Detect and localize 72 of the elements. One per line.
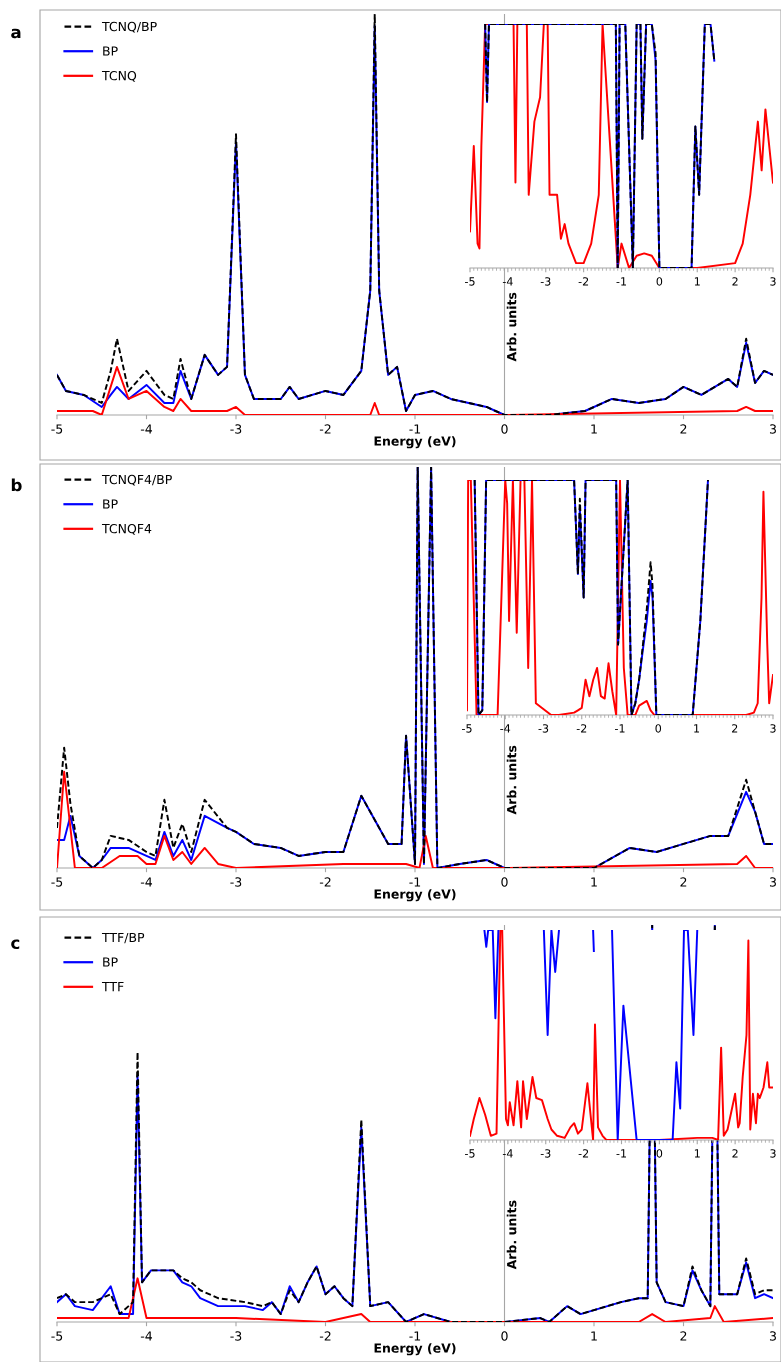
x-tick-label: 2 <box>732 277 738 286</box>
x-tick-label: -3 <box>230 1331 242 1341</box>
x-tick-label: -1 <box>616 277 627 286</box>
x-tick-label: -3 <box>540 277 551 286</box>
x-axis-title: Energy (eV) <box>374 889 456 902</box>
x-tick-label: -1 <box>409 424 421 434</box>
x-tick-label: 1 <box>591 424 597 434</box>
x-tick-label: -1 <box>616 1149 627 1158</box>
x-tick-label: 3 <box>769 1331 776 1341</box>
x-tick-label: 1 <box>694 724 700 733</box>
x-tick-label: 0 <box>655 724 662 733</box>
x-tick-label: -5 <box>51 424 63 434</box>
text: c <box>11 939 20 950</box>
x-tick-label: 0 <box>656 1149 663 1158</box>
x-tick-label: 0 <box>656 277 663 286</box>
x-tick-label: -2 <box>319 1331 331 1341</box>
y-axis-title: Arb. units <box>506 745 517 815</box>
x-tick-label: -5 <box>51 1331 63 1341</box>
x-tick-label: -3 <box>540 1149 551 1158</box>
x-tick-label: 0 <box>501 877 508 887</box>
x-tick-label: 3 <box>770 724 776 733</box>
x-tick-label: -4 <box>502 277 513 286</box>
x-tick-label: 1 <box>591 877 597 887</box>
legend-label: BP <box>103 499 118 509</box>
x-tick-label: -2 <box>319 424 331 434</box>
x-tick-label: -2 <box>578 277 589 286</box>
x-tick-label: -1 <box>409 1331 421 1341</box>
x-tick-label: -5 <box>51 877 63 887</box>
x-axis-title: Energy (eV) <box>374 1343 456 1356</box>
x-tick-label: -2 <box>578 1149 589 1158</box>
x-tick-label: 3 <box>769 877 776 887</box>
x-tick-label: -4 <box>500 724 511 733</box>
legend-label: TTF <box>101 982 124 992</box>
x-tick-label: 2 <box>680 424 687 434</box>
x-tick-label: -4 <box>502 1149 513 1158</box>
x-tick-label: 2 <box>732 724 738 733</box>
text: a <box>11 28 21 39</box>
x-tick-label: -3 <box>230 877 242 887</box>
x-tick-label: 1 <box>694 277 700 286</box>
x-tick-label: 1 <box>591 1331 597 1341</box>
legend-label: TCNQF4/BP <box>101 474 172 486</box>
legend-label: TCNQ/BP <box>101 21 157 33</box>
x-axis-title: Energy (eV) <box>374 436 456 449</box>
x-tick-label: -4 <box>140 877 153 887</box>
legend-label: BP <box>103 46 118 56</box>
x-tick-label: -5 <box>465 277 475 286</box>
x-tick-label: 0 <box>501 1331 508 1341</box>
legend-label: TTF/BP <box>101 932 145 944</box>
x-tick-label: 0 <box>501 424 508 434</box>
x-tick-label: 2 <box>680 1331 687 1341</box>
legend-label: BP <box>103 957 118 967</box>
text: b <box>11 478 22 492</box>
x-tick-label: 1 <box>694 1149 700 1158</box>
x-tick-label: -2 <box>576 724 587 733</box>
x-tick-label: 3 <box>770 1149 776 1158</box>
x-tick-label: 3 <box>769 424 776 434</box>
y-axis-title: Arb. units <box>506 292 517 362</box>
legend-label: TCNQF4 <box>101 523 152 535</box>
legend-label: TCNQ <box>101 70 137 82</box>
x-tick-label: -2 <box>319 877 331 887</box>
x-tick-label: -4 <box>140 1331 153 1341</box>
y-axis-title: Arb. units <box>506 1200 517 1270</box>
x-tick-label: 3 <box>770 277 776 286</box>
x-tick-label: 2 <box>732 1149 738 1158</box>
x-tick-label: -4 <box>140 424 153 434</box>
x-tick-label: -3 <box>230 424 242 434</box>
x-tick-label: 2 <box>680 877 687 887</box>
x-tick-label: -1 <box>409 877 421 887</box>
x-tick-label: -3 <box>538 724 549 733</box>
x-tick-label: -5 <box>462 724 472 733</box>
x-tick-label: -1 <box>615 724 625 733</box>
x-tick-label: -5 <box>465 1149 475 1158</box>
